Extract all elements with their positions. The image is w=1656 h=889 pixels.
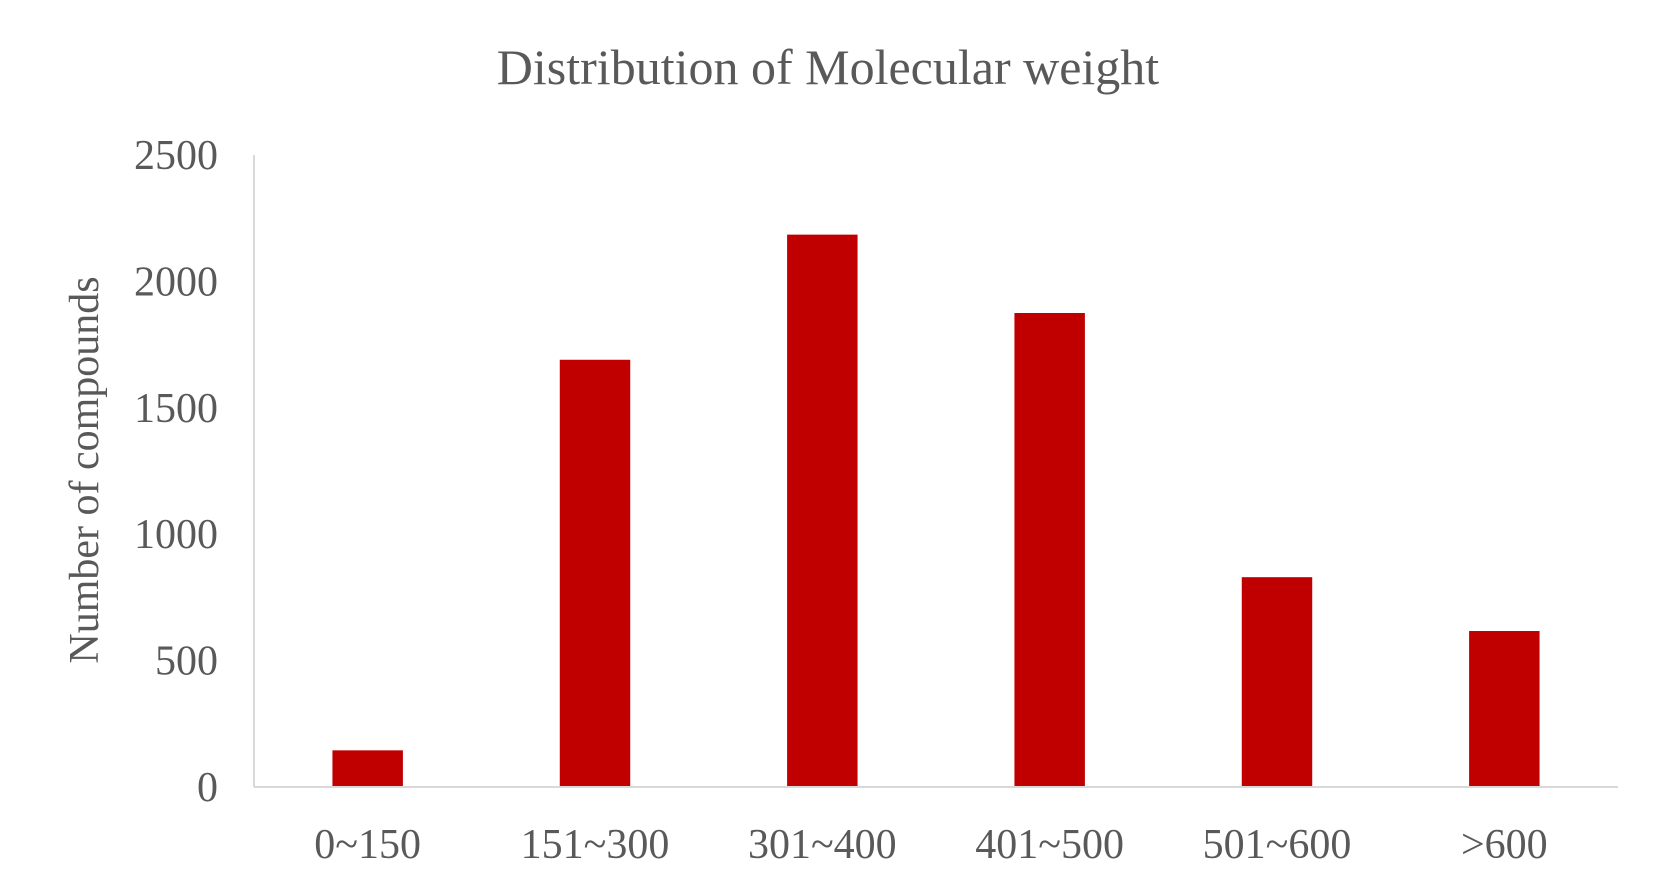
x-tick-labels: 0~150 151~300 301~400 401~500 501~600 >600 xyxy=(314,822,1547,868)
y-tick-labels: 0 500 1000 1500 2000 2500 xyxy=(134,133,218,811)
bar xyxy=(787,234,858,787)
x-tick-label: 301~400 xyxy=(748,822,897,868)
bar-series xyxy=(332,234,1540,787)
x-tick-label: 0~150 xyxy=(314,822,421,868)
bar xyxy=(1469,631,1540,787)
y-tick-label: 500 xyxy=(155,639,218,685)
x-tick-label: 501~600 xyxy=(1203,822,1352,868)
bar xyxy=(1241,577,1313,787)
y-tick-label: 0 xyxy=(197,765,218,811)
x-tick-label: 151~300 xyxy=(521,822,670,868)
x-tick-label: >600 xyxy=(1461,822,1548,868)
bar xyxy=(332,750,403,787)
y-tick-label: 2500 xyxy=(134,133,218,179)
bar xyxy=(559,359,631,787)
y-tick-label: 1500 xyxy=(134,386,218,432)
y-tick-label: 2000 xyxy=(134,259,218,305)
bar xyxy=(1014,313,1085,787)
y-tick-label: 1000 xyxy=(134,512,218,558)
chart-title: Distribution of Molecular weight xyxy=(497,39,1159,95)
y-axis-title: Number of compounds xyxy=(62,276,108,663)
x-tick-label: 401~500 xyxy=(975,822,1124,868)
